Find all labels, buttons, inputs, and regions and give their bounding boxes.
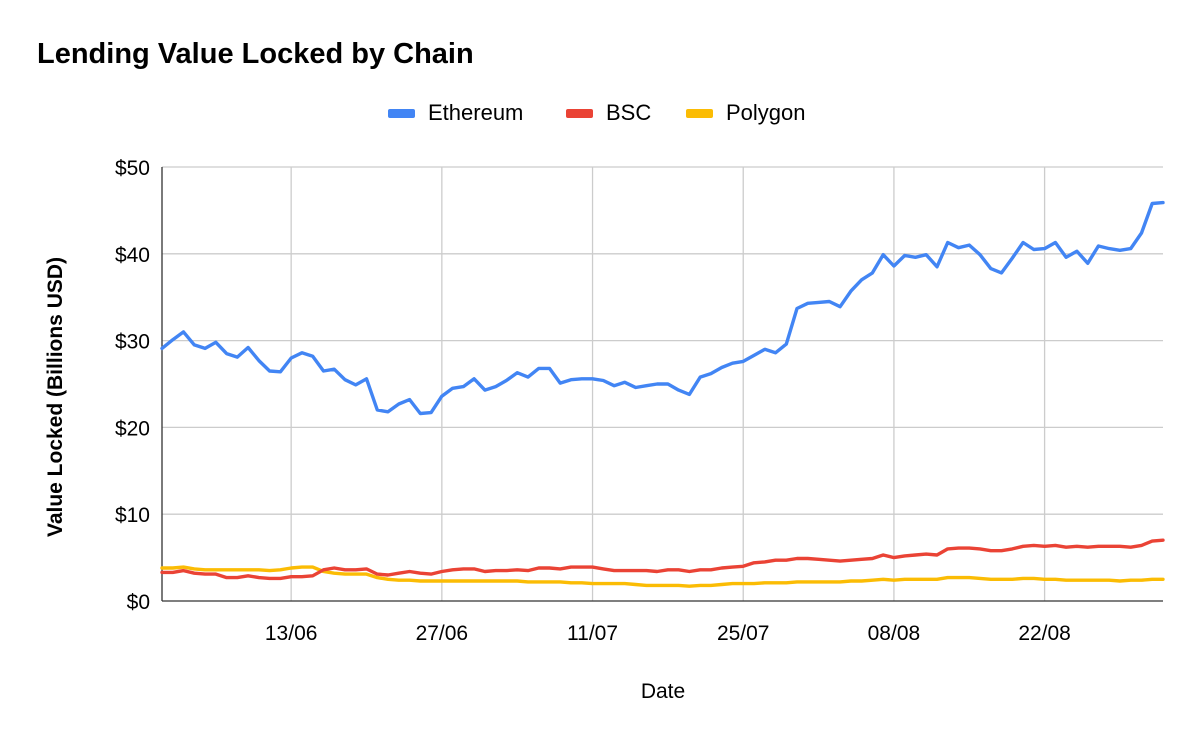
legend-item-bsc[interactable]: BSC xyxy=(566,98,651,128)
x-axis-title: Date xyxy=(641,680,685,703)
legend-swatch-ethereum xyxy=(388,108,415,118)
y-tick-label: $40 xyxy=(115,244,150,267)
x-tick-label: 22/08 xyxy=(1018,622,1071,645)
series-lines xyxy=(160,200,1165,588)
legend-swatch-bsc xyxy=(566,108,593,118)
tick-labels: $0 $10 $20 $30 $40 $50 13/06 27/06 11/07 25/07 08/… xyxy=(115,157,1071,645)
y-axis-title: Value Locked (Billions USD) xyxy=(44,257,67,537)
gridlines xyxy=(162,166,1163,601)
x-tick-label: 08/08 xyxy=(868,622,921,645)
legend-label-bsc: BSC xyxy=(606,100,652,125)
legend-swatch-polygon xyxy=(686,108,713,118)
y-tick-label: $0 xyxy=(127,591,150,614)
series-line-bsc xyxy=(160,538,1165,581)
legend-item-ethereum[interactable]: Ethereum xyxy=(388,98,523,128)
legend-label-polygon: Polygon xyxy=(726,100,806,125)
y-tick-label: $30 xyxy=(115,331,150,354)
x-tick-label: 27/06 xyxy=(416,622,469,645)
y-tick-label: $20 xyxy=(115,417,150,440)
y-tick-label: $50 xyxy=(115,157,150,180)
legend-item-polygon[interactable]: Polygon xyxy=(686,98,806,128)
x-tick-label: 25/07 xyxy=(717,622,770,645)
legend: Ethereum BSC Polygon xyxy=(0,98,1200,128)
x-tick-label: 13/06 xyxy=(265,622,318,645)
x-tick-label: 11/07 xyxy=(567,622,618,645)
series-line-polygon xyxy=(160,565,1165,588)
chart-title: Lending Value Locked by Chain xyxy=(37,38,474,70)
legend-label-ethereum: Ethereum xyxy=(428,100,524,125)
series-line-ethereum xyxy=(160,200,1165,416)
y-tick-label: $10 xyxy=(115,504,150,527)
axes xyxy=(161,167,1163,602)
